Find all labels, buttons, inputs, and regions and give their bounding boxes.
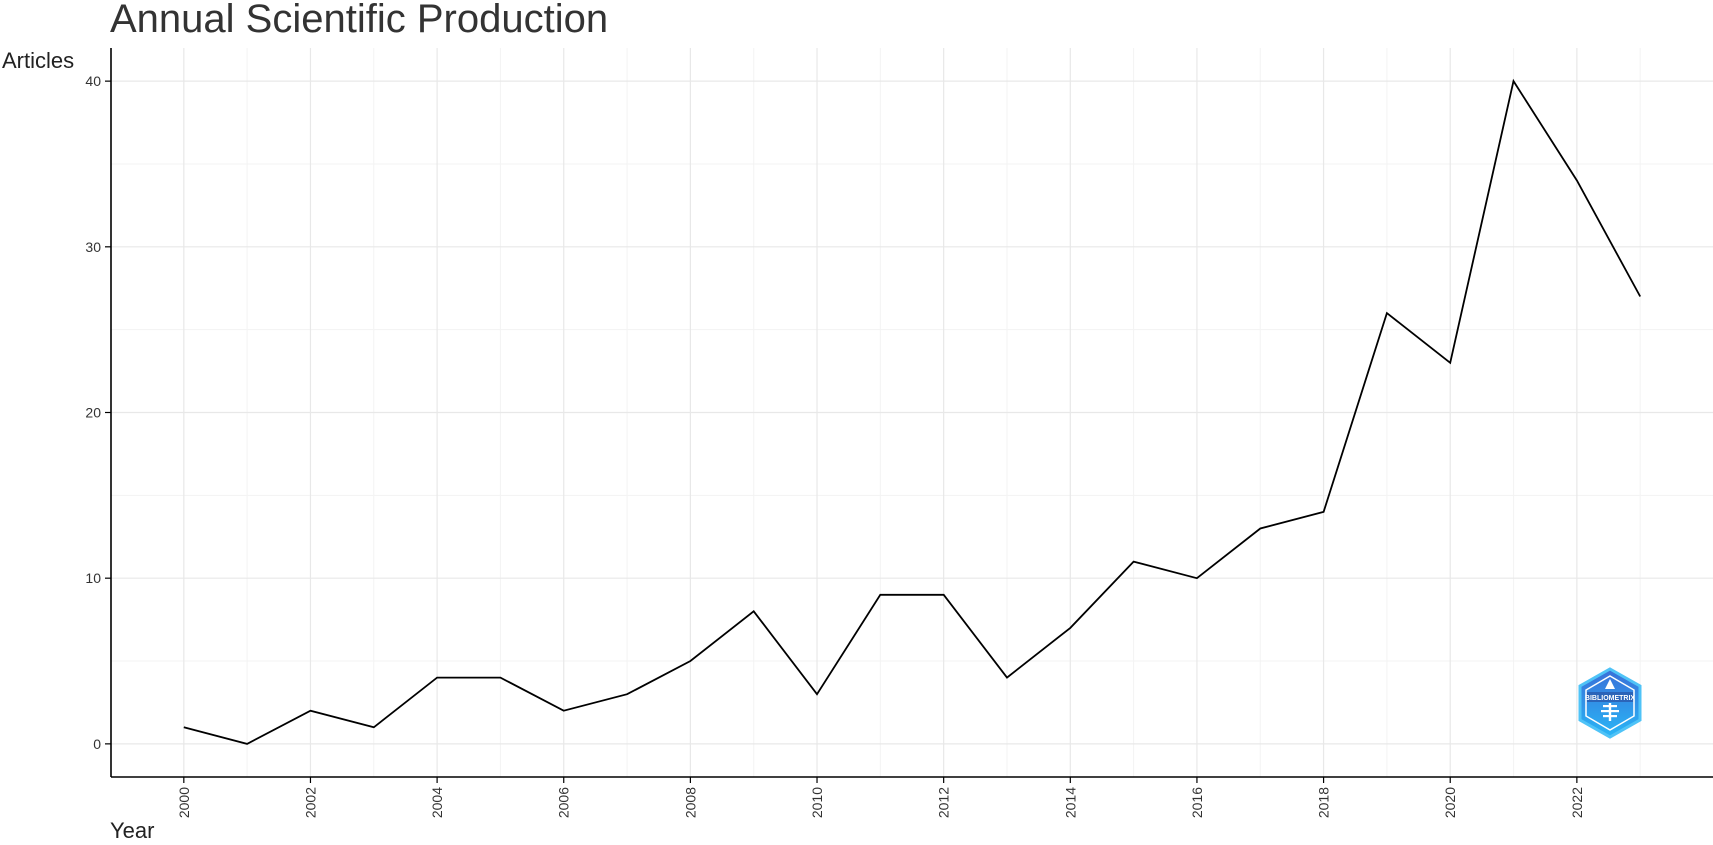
y-tick-label: 10 [85,570,101,586]
series [183,78,1641,745]
x-tick-label: 2008 [682,787,698,818]
logo-text: BIBLIOMETRIX [1585,695,1635,702]
y-tick-label: 20 [85,405,101,421]
y-tick-label: 30 [85,239,101,255]
x-tick-label: 2004 [429,787,445,818]
x-tick-label: 2010 [809,787,825,818]
y-tick-label: 0 [93,736,101,752]
x-tick-label: 2016 [1189,787,1205,818]
y-ticks: 0 10 20 30 40 [85,73,111,752]
y-axis-label: Articles [2,48,74,73]
x-tick-label: 2002 [302,787,318,818]
x-axis-label: Year [110,818,154,843]
x-tick-label: 2000 [176,787,192,818]
x-ticks: 2000 2002 2004 2006 2008 2010 2012 2014 2016 2018… [176,777,1585,818]
series-line [183,78,1641,745]
x-tick-label: 2022 [1569,787,1585,818]
x-tick-label: 2020 [1442,787,1458,818]
bibliometrix-logo-icon: BIBLIOMETRIX [1578,667,1642,739]
y-tick-label: 40 [85,73,101,89]
x-tick-label: 2014 [1062,787,1078,818]
x-tick-label: 2006 [556,787,572,818]
x-tick-label: 2018 [1316,787,1332,818]
chart-title: Annual Scientific Production [110,0,608,41]
x-tick-label: 2012 [936,787,952,818]
major-gridlines [111,48,1713,777]
